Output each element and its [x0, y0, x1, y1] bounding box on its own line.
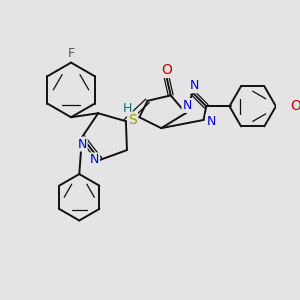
Text: O: O [290, 99, 300, 113]
Text: N: N [182, 99, 192, 112]
Text: F: F [68, 46, 75, 59]
Text: H: H [122, 102, 132, 115]
Text: S: S [128, 113, 137, 127]
Text: N: N [189, 79, 199, 92]
Text: O: O [161, 63, 172, 77]
Text: N: N [206, 115, 216, 128]
Text: N: N [90, 154, 99, 166]
Text: N: N [77, 137, 87, 151]
